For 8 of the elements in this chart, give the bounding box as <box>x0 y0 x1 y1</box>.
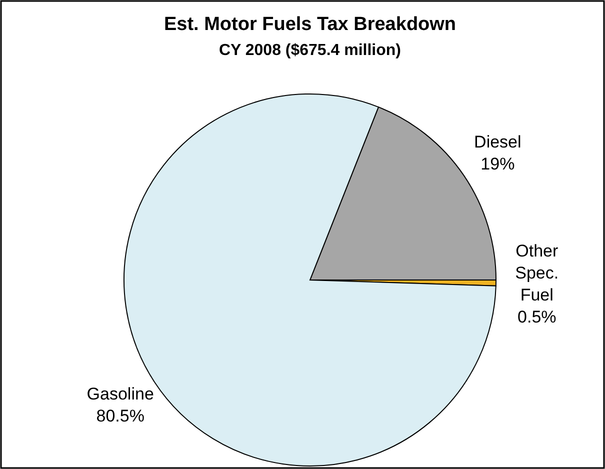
chart-subtitle: CY 2008 ($675.4 million) <box>218 42 402 59</box>
chart-title: Est. Motor Fuels Tax Breakdown <box>164 14 456 35</box>
data-label: 80.5% <box>96 406 144 426</box>
data-label: 19% <box>480 154 515 174</box>
data-label: 0.5% <box>518 308 556 327</box>
slice-label: Gasoline <box>86 384 154 404</box>
slice-label: Other Spec. Fuel <box>515 242 559 305</box>
slice-label: Diesel <box>474 132 522 152</box>
